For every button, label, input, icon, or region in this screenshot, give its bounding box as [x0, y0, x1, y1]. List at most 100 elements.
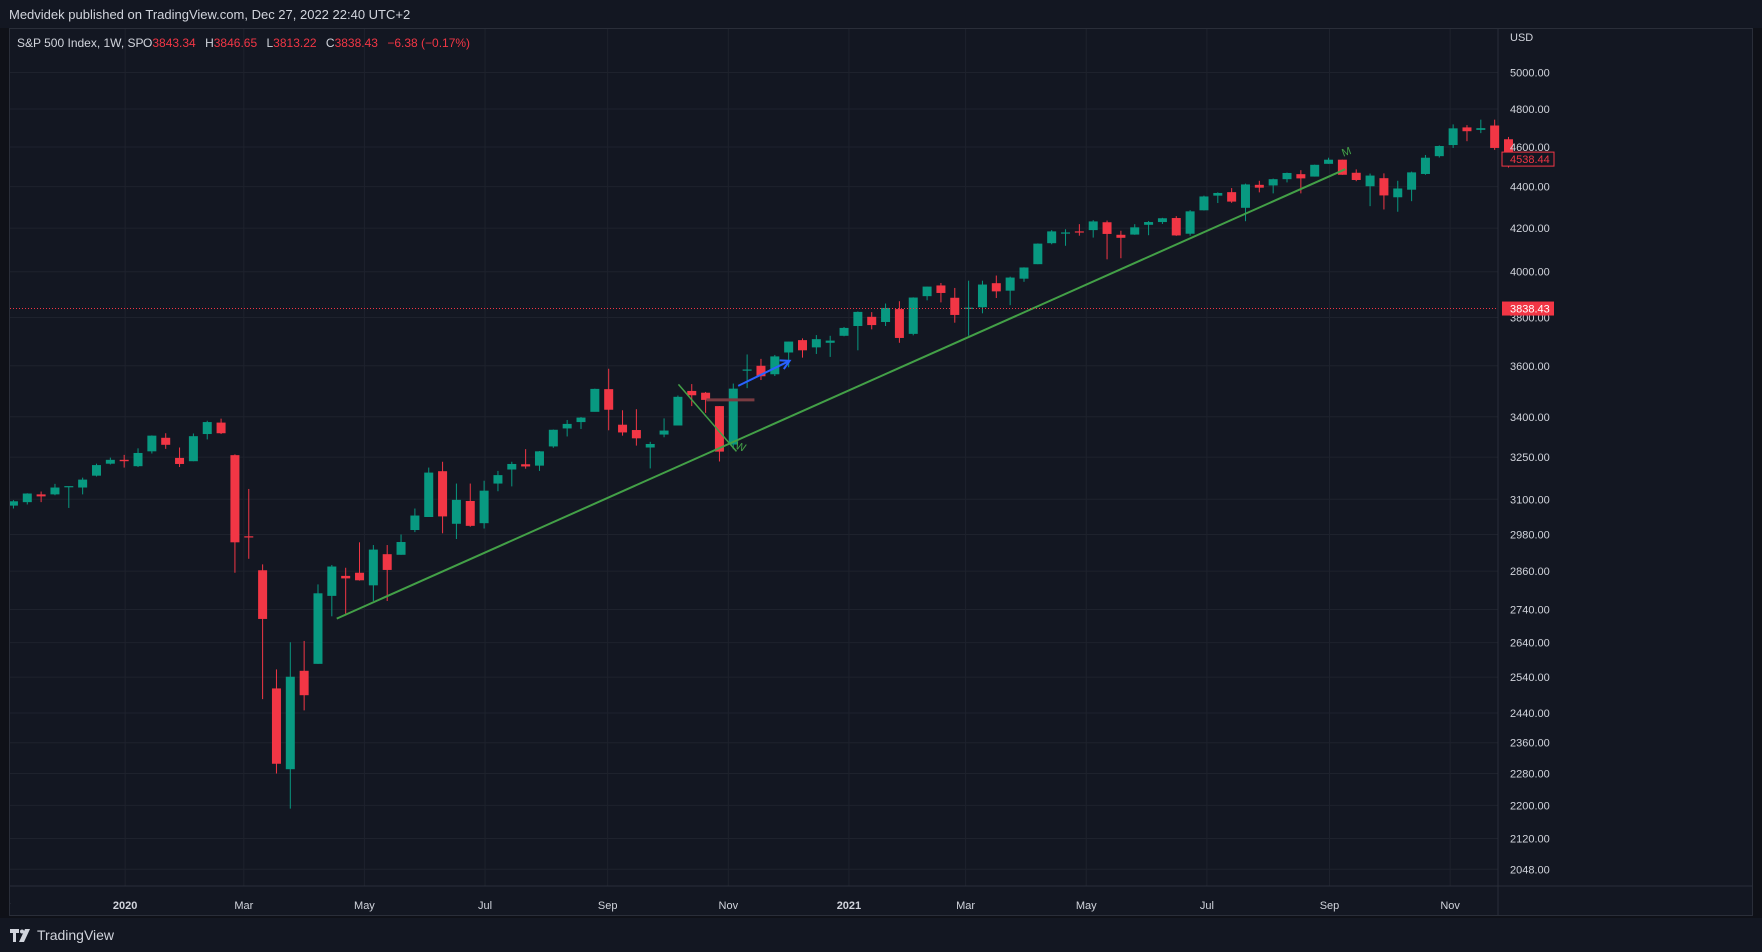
candle-body: [977, 284, 987, 308]
y-tick-label: 3100.00: [1510, 494, 1550, 506]
candle-body: [576, 417, 586, 423]
y-tick-label: 2440.00: [1510, 708, 1550, 720]
last-price-tag-label: 4538.44: [1510, 154, 1550, 166]
candle-body: [1324, 159, 1334, 164]
candle-body: [950, 297, 960, 315]
candle-body: [327, 566, 337, 596]
y-tick-label: 2120.00: [1510, 833, 1550, 845]
candle-body: [355, 572, 365, 581]
candle-body: [258, 570, 268, 619]
candles: [0, 119, 1514, 809]
candle-body: [438, 471, 448, 517]
y-tick-label: 4200.00: [1510, 223, 1550, 235]
legend-close: 3838.43: [335, 36, 379, 50]
y-tick-label: 4400.00: [1510, 182, 1550, 194]
candle-body: [382, 554, 392, 570]
candle-body: [618, 424, 628, 433]
candle-body: [991, 283, 1001, 292]
candle-body: [521, 464, 531, 467]
candle-body: [271, 688, 281, 764]
candle-body: [867, 316, 877, 326]
candle-body: [1379, 178, 1389, 196]
y-tick-label: 2200.00: [1510, 800, 1550, 812]
y-tick-label: 4000.00: [1510, 267, 1550, 279]
candle-body: [964, 307, 974, 309]
candle-body: [811, 339, 821, 348]
candle-body: [1199, 196, 1209, 211]
m-pattern-label: M: [1340, 145, 1353, 159]
candle-body: [1296, 174, 1306, 179]
pattern-stroke: [677, 383, 738, 452]
legend-low: 3813.22: [273, 36, 317, 50]
candle-body: [188, 436, 198, 462]
candle-body: [313, 593, 323, 664]
y-tick-label: 3600.00: [1510, 361, 1550, 373]
candle-body: [562, 423, 572, 429]
candle-body: [687, 390, 697, 396]
legend-high: 3846.65: [214, 36, 258, 50]
candle-body: [1393, 188, 1403, 198]
candle-body: [631, 430, 641, 439]
candle-body: [1185, 211, 1195, 234]
candle-body: [202, 422, 212, 435]
publish-header: Medvidek published on TradingView.com, D…: [0, 0, 1762, 28]
candle-body: [424, 472, 434, 517]
candle-body: [1254, 184, 1264, 188]
arrow-shaft: [737, 359, 791, 387]
candle-body: [1130, 227, 1140, 235]
footer: TradingView: [0, 918, 1762, 952]
w-pattern-label: W: [733, 440, 747, 455]
candle-body: [645, 443, 655, 448]
candle-body: [1310, 164, 1320, 177]
x-tick-label: Mar: [234, 900, 253, 912]
candle-body: [1033, 243, 1043, 265]
candle-body: [936, 285, 946, 293]
drawings: WM: [10, 145, 1498, 620]
x-tick-label: May: [354, 900, 375, 912]
candle-body: [784, 341, 794, 353]
candle-body: [507, 463, 517, 470]
candle-body: [216, 422, 226, 434]
legend-low-label: L: [266, 36, 273, 50]
legend-open-label: O: [143, 36, 152, 50]
tradingview-brand: TradingView: [37, 927, 115, 943]
x-tick-label: Sep: [598, 900, 618, 912]
candle-body: [1407, 172, 1417, 190]
tradingview-logo[interactable]: TradingView: [10, 927, 114, 943]
time-axis[interactable]: ov2020MarMayJulSepNov2021MarMayJulSepNov: [0, 900, 1460, 912]
candle-body: [8, 501, 18, 506]
candle-body: [451, 499, 461, 524]
y-tick-label: 2980.00: [1510, 529, 1550, 541]
candle-body: [1365, 175, 1375, 187]
candle-body: [36, 494, 46, 497]
candle-body: [673, 396, 683, 426]
candle-body: [493, 475, 503, 484]
y-tick-label: 2048.00: [1510, 864, 1550, 876]
candle-body: [798, 340, 807, 351]
candle-body: [22, 493, 32, 503]
y-tick-label: 2640.00: [1510, 638, 1550, 650]
candle-body: [91, 465, 101, 476]
y-tick-label: 2740.00: [1510, 604, 1550, 616]
candle-body: [756, 365, 766, 377]
candle-body: [161, 437, 171, 445]
y-tick-label: 2860.00: [1510, 566, 1550, 578]
candle-body: [133, 452, 143, 467]
candle-body: [1227, 192, 1237, 202]
candlestick-chart[interactable]: WM USD5000.004800.004600.004400.004200.0…: [0, 29, 1752, 915]
candle-body: [1268, 179, 1278, 186]
candle-body: [1005, 277, 1015, 291]
candle-body: [341, 575, 351, 579]
candle-body: [368, 549, 378, 586]
candle-body: [604, 389, 614, 410]
candle-body: [1490, 125, 1500, 148]
ohlc-legend: S&P 500 Index, 1W, SP O3843.34 H3846.65 …: [17, 36, 470, 50]
y-tick-label: 2540.00: [1510, 672, 1550, 684]
candle-body: [853, 311, 863, 327]
candle-body: [1351, 172, 1361, 180]
candle-body: [479, 490, 489, 524]
candle-body: [1088, 221, 1098, 231]
candle-body: [701, 392, 711, 400]
price-axis[interactable]: USD 5000.00 4800.00 4600.00 4400.00 4200.00 40…: [1501, 32, 1555, 876]
